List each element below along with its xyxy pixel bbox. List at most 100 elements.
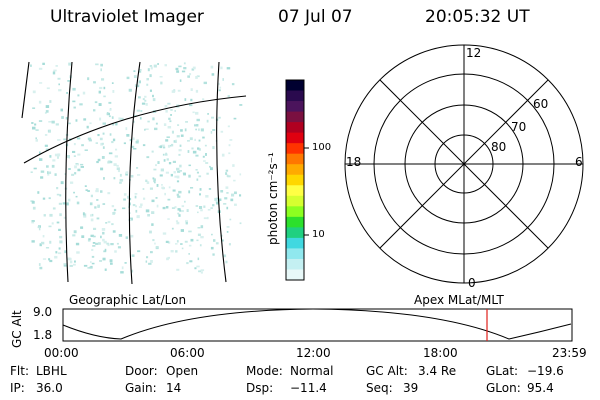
status-ip-value: 36.0 [36, 381, 63, 395]
emission-speckle [216, 197, 219, 200]
emission-speckle [73, 263, 76, 266]
emission-speckle [115, 148, 118, 151]
emission-speckle [181, 210, 184, 213]
emission-speckle [220, 130, 224, 133]
emission-speckle [102, 238, 105, 242]
emission-speckle [132, 204, 136, 207]
status-gcalt-value: 3.4 Re [418, 364, 457, 378]
colorbar-frame [285, 79, 305, 281]
emission-speckle [97, 242, 101, 245]
emission-speckle [107, 161, 110, 164]
geographic-grid-label: Geographic Lat/Lon [69, 293, 187, 307]
emission-speckle [172, 189, 176, 192]
emission-speckle [231, 83, 235, 86]
emission-speckle [179, 164, 182, 168]
emission-speckle [91, 255, 95, 258]
emission-speckle [202, 136, 205, 139]
emission-speckle [136, 83, 140, 86]
emission-speckle [123, 142, 126, 145]
emission-speckle [218, 89, 221, 92]
emission-speckle [108, 152, 113, 155]
emission-speckle [84, 149, 88, 151]
emission-speckle [49, 155, 52, 158]
emission-speckle [130, 234, 134, 238]
emission-speckle [49, 171, 52, 174]
emission-speckle [190, 88, 193, 91]
emission-speckle [159, 76, 163, 78]
emission-speckle [181, 247, 184, 250]
emission-speckle [76, 201, 80, 205]
status-gcalt-label: GC Alt: [366, 364, 408, 378]
emission-speckle [189, 73, 192, 76]
emission-speckle [39, 243, 42, 247]
emission-speckle [212, 204, 215, 207]
emission-speckle [63, 265, 67, 267]
emission-speckle [196, 178, 199, 181]
emission-speckle [229, 218, 232, 221]
emission-speckle [233, 179, 236, 182]
emission-speckle [168, 186, 171, 189]
emission-speckle [195, 128, 197, 131]
emission-speckle [31, 240, 35, 243]
emission-speckle [72, 234, 76, 237]
emission-speckle [226, 192, 229, 194]
emission-speckle [183, 67, 187, 70]
emission-speckle [70, 260, 73, 264]
emission-speckle [157, 161, 160, 164]
emission-speckle [68, 168, 71, 170]
emission-speckle [213, 239, 216, 242]
emission-speckle [99, 117, 102, 121]
emission-speckle [142, 144, 146, 147]
emission-speckle [90, 194, 93, 198]
status-gain-label: Gain: [125, 381, 157, 395]
colorbar-step [286, 153, 304, 165]
emission-speckle [176, 175, 180, 179]
emission-speckle [138, 206, 142, 208]
emission-speckle [197, 147, 200, 150]
emission-speckle [210, 65, 214, 69]
emission-speckle [91, 213, 94, 217]
emission-speckle [114, 155, 118, 158]
emission-speckle [106, 112, 109, 115]
emission-speckle [175, 139, 177, 142]
mlt-label-12: 12 [466, 46, 482, 60]
emission-speckle [86, 125, 89, 129]
lat-label-60: 60 [533, 97, 549, 111]
emission-speckle [103, 95, 106, 98]
emission-speckle [67, 257, 71, 261]
emission-speckle [137, 250, 141, 253]
emission-speckle [177, 195, 181, 198]
emission-speckle [205, 195, 209, 198]
emission-speckle [189, 260, 193, 263]
emission-speckle [110, 262, 113, 265]
emission-speckle [83, 118, 87, 121]
emission-speckle [144, 95, 147, 98]
colorbar-step [286, 237, 304, 250]
emission-speckle [109, 259, 113, 263]
emission-speckle [42, 258, 47, 260]
emission-speckle [203, 205, 206, 208]
emission-speckle [183, 172, 186, 176]
emission-speckle [141, 102, 146, 105]
emission-speckle [191, 147, 194, 150]
emission-speckle [57, 139, 61, 141]
emission-speckle [101, 228, 106, 231]
emission-speckle [150, 251, 153, 254]
emission-speckle [140, 203, 143, 207]
emission-speckle [190, 187, 194, 189]
emission-speckle [173, 171, 176, 174]
emission-speckle [163, 123, 167, 126]
emission-speckle [169, 120, 172, 123]
emission-speckle [184, 128, 187, 132]
emission-speckle [196, 239, 199, 242]
colorbar-step [286, 174, 304, 186]
emission-speckle [136, 139, 139, 142]
emission-speckle [48, 129, 51, 133]
emission-speckle [175, 250, 178, 253]
emission-speckle [189, 104, 193, 107]
emission-speckle [225, 186, 229, 189]
emission-speckle [95, 242, 99, 245]
emission-speckle [226, 67, 231, 70]
emission-speckle [231, 193, 235, 197]
time-tick-label: 00:00 [44, 346, 79, 360]
